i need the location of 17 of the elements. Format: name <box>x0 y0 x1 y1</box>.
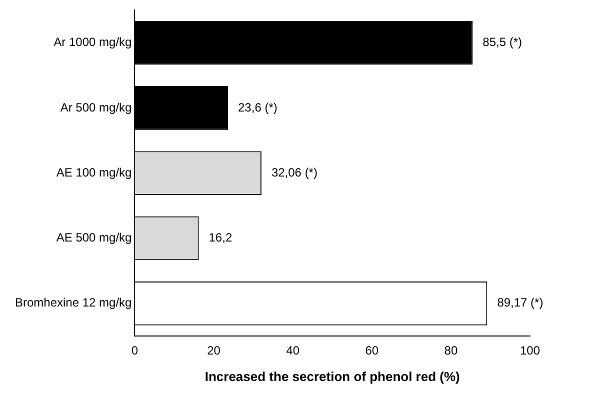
y-tick-label: AE 100 mg/kg <box>56 165 132 180</box>
data-label: 23,6 (*) <box>238 100 278 114</box>
x-tick-label: 100 <box>520 344 540 358</box>
x-tick-label: 60 <box>365 344 379 358</box>
data-label: 16,2 <box>208 230 232 245</box>
x-axis-title: Increased the secretion of phenol red (%) <box>204 368 460 384</box>
data-label: 85,5 (*) <box>482 35 522 50</box>
data-label: 32,06 (*) <box>271 165 318 180</box>
x-tick-label: 40 <box>286 344 300 358</box>
x-tick-label: 80 <box>444 344 458 358</box>
y-tick-label: Ar 1000 mg/kg <box>54 35 132 50</box>
x-tick-label: 0 <box>131 344 138 358</box>
y-tick-label: Bromhexine 12 mg/kg <box>14 296 132 310</box>
data-label: 89,17 (*) <box>497 296 544 310</box>
y-tick-label: AE 500 mg/kg <box>56 230 132 245</box>
y-tick-label: Ar 500 mg/kg <box>60 100 132 114</box>
x-tick-label: 20 <box>207 344 221 358</box>
